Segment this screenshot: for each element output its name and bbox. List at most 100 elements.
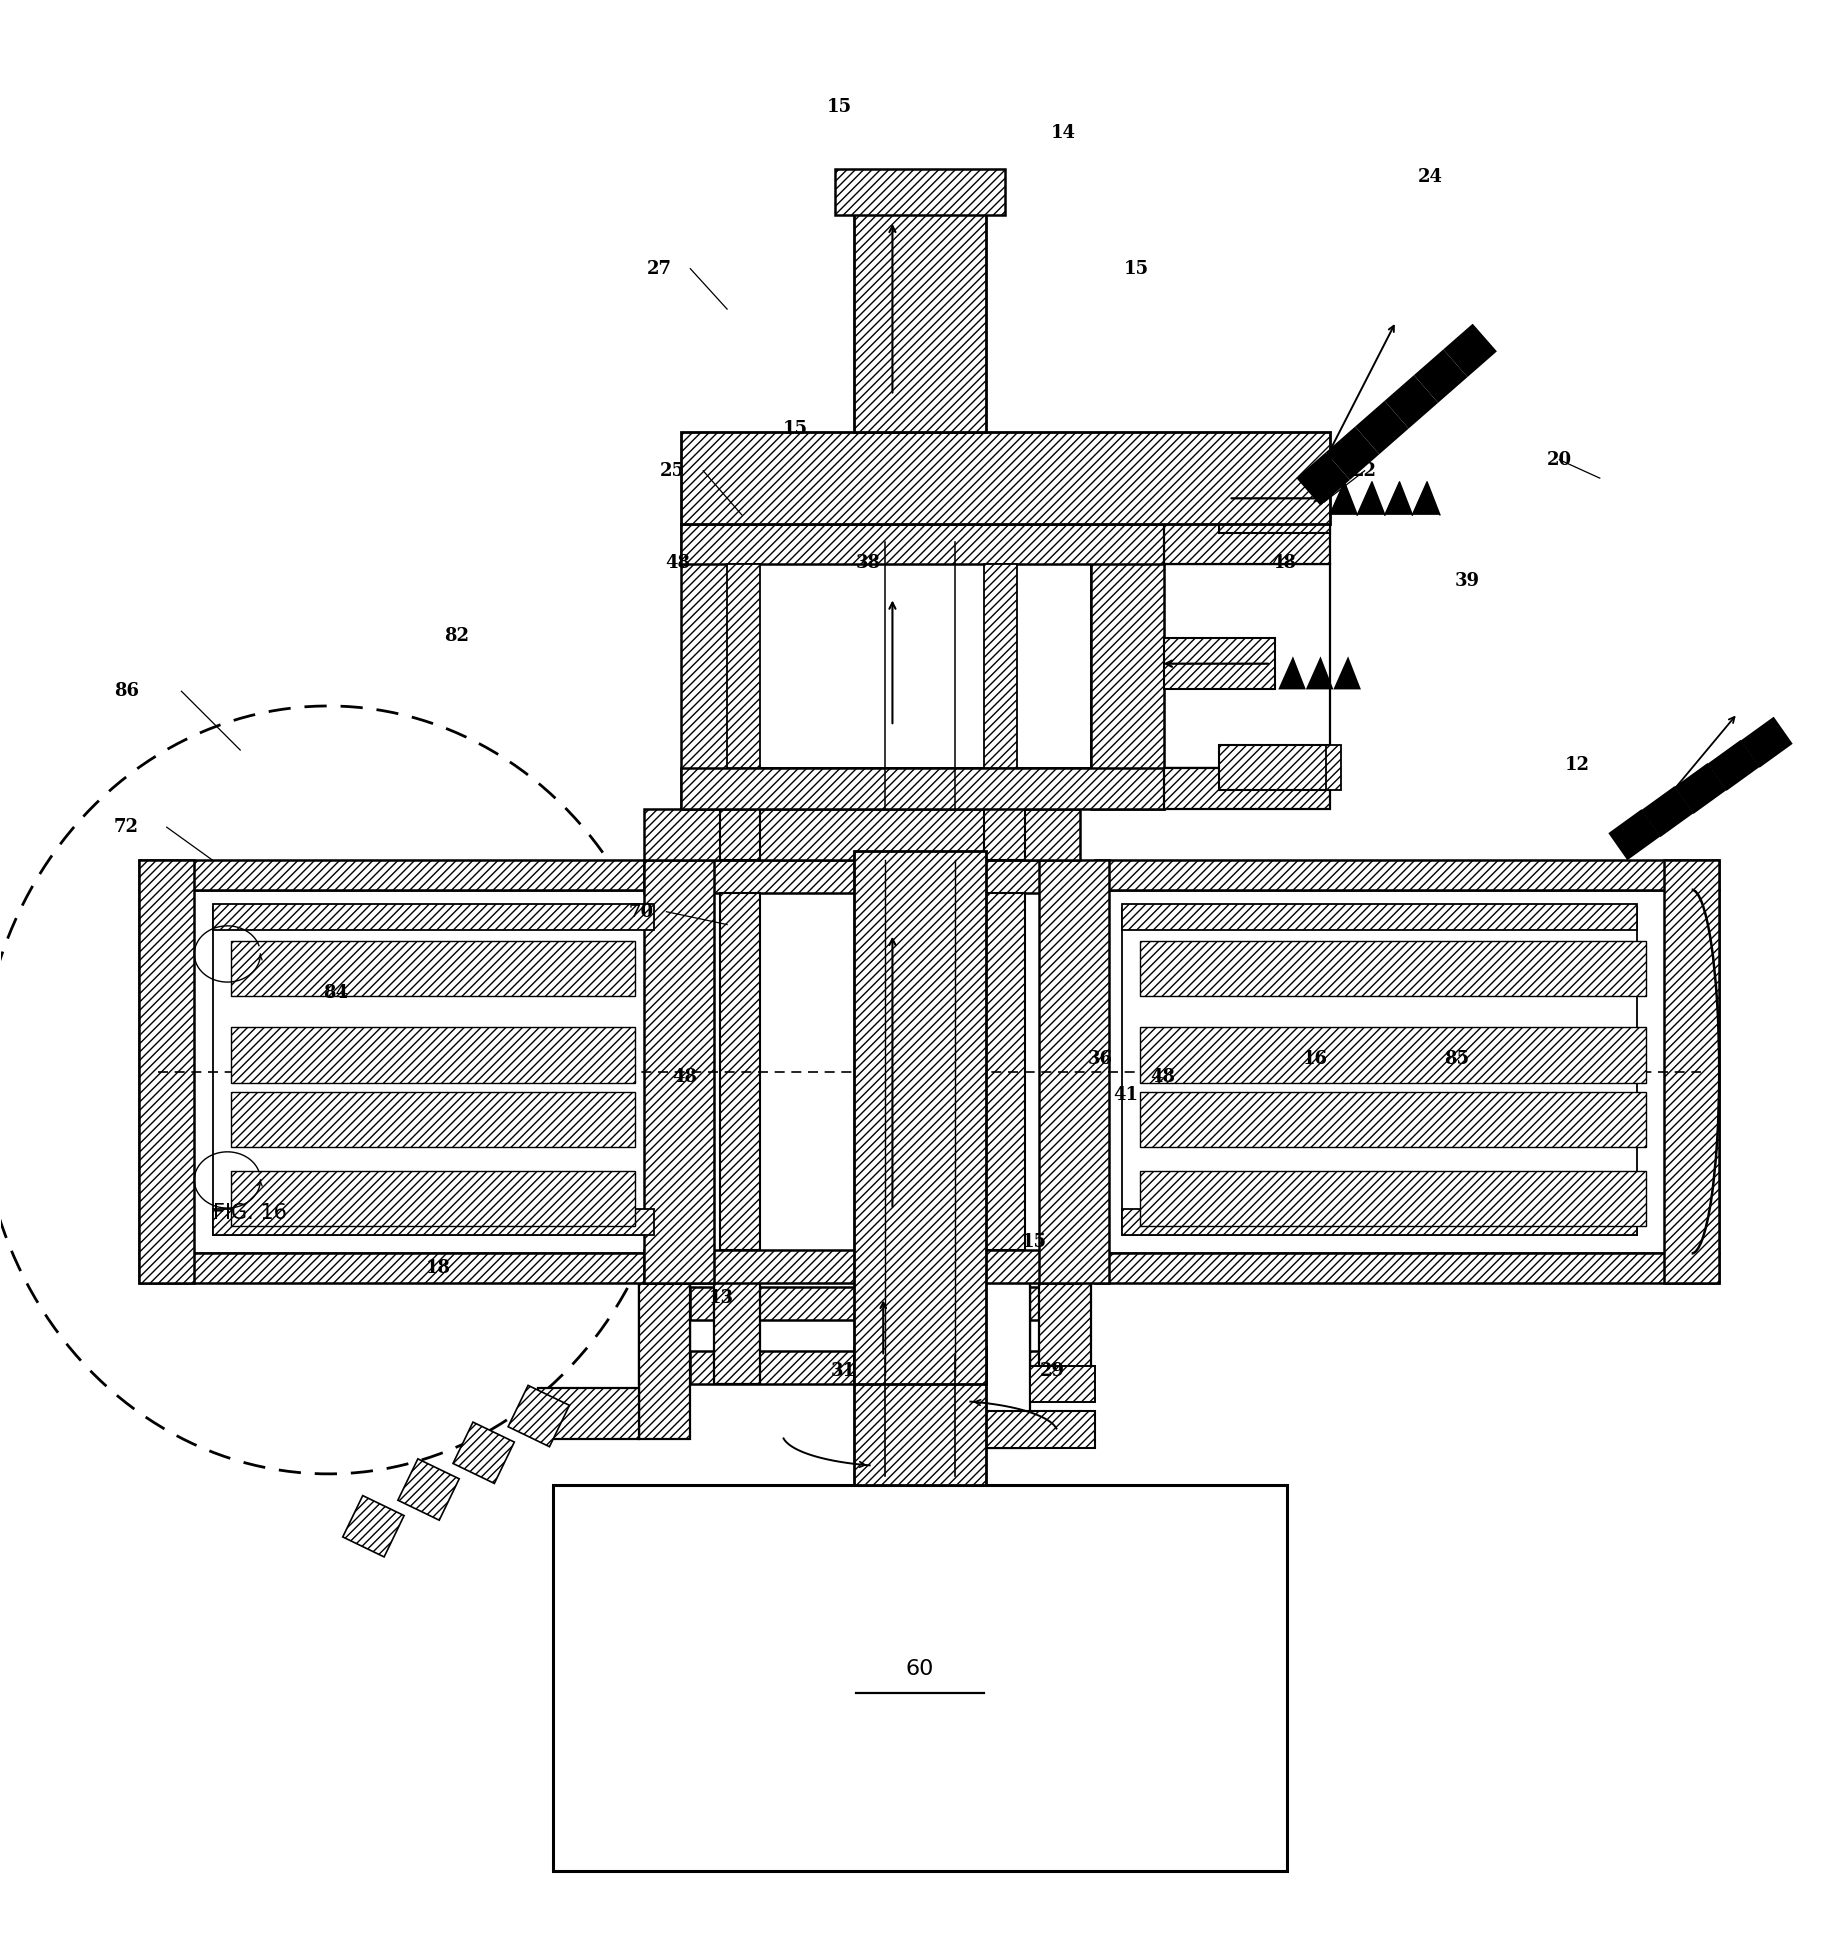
Bar <box>140 860 690 889</box>
Bar <box>638 1283 690 1384</box>
Text: 24: 24 <box>1418 167 1442 186</box>
Bar <box>1140 1170 1644 1227</box>
Bar <box>1140 1027 1644 1083</box>
Polygon shape <box>1296 452 1350 507</box>
Polygon shape <box>1412 349 1468 404</box>
Polygon shape <box>1442 324 1497 377</box>
Bar <box>754 565 1091 769</box>
Text: 41: 41 <box>1113 1087 1138 1104</box>
Polygon shape <box>452 1423 515 1483</box>
Bar <box>1140 1091 1644 1147</box>
Text: 15: 15 <box>1124 260 1149 278</box>
Polygon shape <box>397 1460 460 1520</box>
Text: 39: 39 <box>1455 573 1479 590</box>
Bar <box>232 1170 634 1227</box>
Text: 14: 14 <box>1050 124 1076 142</box>
Bar <box>1140 941 1644 996</box>
Polygon shape <box>1324 427 1379 479</box>
Text: 38: 38 <box>855 553 881 573</box>
Bar <box>140 860 195 1283</box>
Bar <box>984 893 1024 1250</box>
Text: 12: 12 <box>1565 755 1589 774</box>
Bar <box>1122 1209 1635 1234</box>
Bar <box>714 1283 760 1384</box>
Text: 85: 85 <box>1444 1050 1468 1068</box>
Text: FIG. 16: FIG. 16 <box>213 1203 287 1223</box>
Polygon shape <box>1357 481 1385 514</box>
Bar <box>1091 524 1164 809</box>
Bar <box>1219 745 1330 790</box>
Polygon shape <box>1333 656 1361 689</box>
Bar <box>644 860 1079 893</box>
Text: 82: 82 <box>445 627 469 644</box>
Polygon shape <box>508 1386 568 1446</box>
Bar <box>213 908 653 1234</box>
Text: 16: 16 <box>1302 1050 1326 1068</box>
Bar <box>1662 860 1718 1283</box>
Bar <box>1219 481 1330 534</box>
Bar <box>690 1287 1039 1320</box>
Bar <box>984 1411 1094 1448</box>
Bar <box>726 565 760 769</box>
Bar <box>984 1283 1030 1384</box>
Bar <box>680 433 1330 524</box>
Polygon shape <box>1306 656 1333 689</box>
Polygon shape <box>1740 716 1791 769</box>
Bar <box>1030 1366 1094 1401</box>
Bar <box>140 1254 690 1283</box>
Text: 86: 86 <box>114 681 138 701</box>
Bar <box>644 809 1079 860</box>
Text: 15: 15 <box>782 419 807 437</box>
Text: 48: 48 <box>664 553 690 573</box>
Text: 20: 20 <box>1547 450 1571 470</box>
Bar <box>680 524 1164 565</box>
Bar <box>1039 860 1109 1283</box>
Polygon shape <box>1354 402 1409 454</box>
Text: 84: 84 <box>324 984 348 1002</box>
Text: 48: 48 <box>671 1068 697 1087</box>
Polygon shape <box>1607 809 1659 860</box>
Text: 15: 15 <box>826 97 851 116</box>
Text: 15: 15 <box>1021 1233 1046 1252</box>
Text: 48: 48 <box>1149 1068 1175 1087</box>
Text: 22: 22 <box>1352 462 1376 479</box>
Text: 36: 36 <box>1087 1050 1113 1068</box>
Bar <box>644 860 714 1283</box>
Text: 48: 48 <box>1271 553 1295 573</box>
Polygon shape <box>342 1497 405 1557</box>
Bar <box>140 889 690 1254</box>
Bar <box>984 893 1024 1250</box>
Bar <box>644 1250 1079 1283</box>
Bar <box>552 1485 1287 1871</box>
Bar <box>1094 1254 1718 1283</box>
Text: 27: 27 <box>645 260 671 278</box>
Bar <box>232 1027 634 1083</box>
Bar <box>984 809 1024 860</box>
Text: 70: 70 <box>627 903 653 920</box>
Bar <box>984 565 1017 769</box>
Bar <box>853 194 986 433</box>
Bar <box>719 893 760 1250</box>
Bar <box>984 1283 1030 1448</box>
Bar <box>1164 565 1330 769</box>
Bar <box>1164 769 1330 809</box>
Polygon shape <box>1707 740 1758 790</box>
Polygon shape <box>1640 786 1692 837</box>
Bar <box>1164 524 1330 565</box>
Bar <box>680 769 1164 809</box>
Bar <box>690 1351 1039 1384</box>
Text: 60: 60 <box>905 1660 934 1679</box>
Polygon shape <box>1330 481 1357 514</box>
Bar <box>835 169 1004 215</box>
Bar <box>232 1091 634 1147</box>
Polygon shape <box>1385 481 1412 514</box>
Polygon shape <box>1412 481 1440 514</box>
Bar <box>1122 908 1635 1234</box>
Text: 18: 18 <box>427 1260 451 1277</box>
Bar <box>1164 639 1274 689</box>
Polygon shape <box>1673 763 1725 813</box>
Bar <box>638 1283 690 1438</box>
Bar <box>1122 905 1635 930</box>
Bar <box>853 850 986 1384</box>
Bar <box>719 809 760 860</box>
